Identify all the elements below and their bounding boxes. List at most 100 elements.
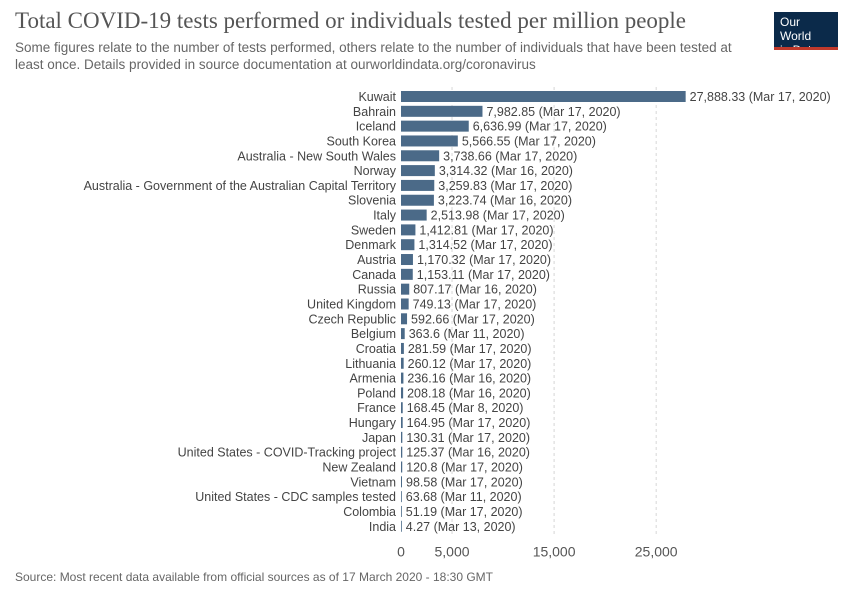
bar [401, 268, 413, 280]
category-label: Iceland [356, 120, 396, 134]
bar [401, 254, 413, 266]
bar [401, 446, 403, 458]
bar [401, 298, 409, 310]
bar [401, 179, 435, 191]
category-label: Colombia [343, 505, 396, 519]
bar [401, 105, 483, 117]
value-label: 5,566.55 (Mar 17, 2020) [462, 134, 596, 148]
category-label: United States - COVID-Tracking project [178, 446, 397, 460]
value-label: 1,412.81 (Mar 17, 2020) [419, 223, 553, 237]
bar-chart: 0 5,000 15,000 25,000 Kuwait 27,888.33 (Mar 1… [84, 87, 831, 560]
bar [401, 342, 404, 354]
bar [401, 224, 416, 236]
category-label: France [357, 401, 396, 415]
category-label: Poland [357, 386, 396, 400]
x-tick-label: 15,000 [533, 544, 576, 560]
x-tick-label: 0 [397, 544, 405, 560]
value-label: 6,636.99 (Mar 17, 2020) [473, 120, 607, 134]
category-label: Sweden [351, 223, 396, 237]
bar [401, 357, 404, 369]
bar [401, 402, 403, 414]
category-label: Belgium [351, 327, 396, 341]
source-note: Source: Most recent data available from … [15, 570, 494, 584]
category-label: Lithuania [345, 357, 396, 371]
value-label: 7,982.85 (Mar 17, 2020) [486, 105, 620, 119]
bar [401, 135, 458, 147]
value-label: 1,170.32 (Mar 17, 2020) [417, 253, 551, 267]
value-label: 208.18 (Mar 16, 2020) [407, 386, 531, 400]
x-tick-label: 25,000 [635, 544, 678, 560]
bar [401, 431, 403, 443]
value-label: 749.13 (Mar 17, 2020) [413, 297, 537, 311]
category-label: Slovenia [348, 194, 396, 208]
category-label: Croatia [356, 342, 396, 356]
bar [401, 505, 402, 517]
value-label: 164.95 (Mar 17, 2020) [407, 416, 531, 430]
value-label: 2,513.98 (Mar 17, 2020) [431, 209, 565, 223]
category-label: Canada [352, 268, 396, 282]
category-label: Italy [373, 209, 397, 223]
value-label: 130.31 (Mar 17, 2020) [406, 431, 530, 445]
value-label: 592.66 (Mar 17, 2020) [411, 312, 535, 326]
value-label: 281.59 (Mar 17, 2020) [408, 342, 532, 356]
category-label: United States - CDC samples tested [195, 490, 396, 504]
value-label: 98.58 (Mar 17, 2020) [406, 475, 523, 489]
value-label: 27,888.33 (Mar 17, 2020) [690, 90, 831, 104]
value-label: 363.6 (Mar 11, 2020) [409, 327, 525, 341]
category-label: India [369, 520, 396, 534]
category-label: Australia - Government of the Australian… [84, 179, 397, 193]
bar [401, 150, 440, 162]
bar [401, 283, 410, 295]
category-label: Armenia [349, 372, 396, 386]
category-label: Russia [358, 283, 396, 297]
chart-title: Total COVID-19 tests performed or indivi… [15, 8, 686, 33]
category-label: United Kingdom [307, 297, 396, 311]
value-label: 4.27 (Mar 13, 2020) [406, 520, 516, 534]
x-tick-label: 5,000 [435, 544, 470, 560]
category-label: Norway [354, 164, 397, 178]
bar [401, 417, 403, 429]
value-label: 236.16 (Mar 16, 2020) [407, 372, 531, 386]
bar [401, 461, 403, 473]
bar [401, 165, 435, 177]
bar [401, 239, 415, 251]
value-label: 3,223.74 (Mar 16, 2020) [438, 194, 572, 208]
category-label: Vietnam [350, 475, 396, 489]
owid-logo[interactable]: Our World in Data [774, 12, 838, 57]
bar [401, 120, 469, 132]
bar [401, 313, 408, 325]
category-label: Australia - New South Wales [237, 149, 396, 163]
value-label: 1,153.11 (Mar 17, 2020) [417, 268, 550, 282]
value-label: 168.45 (Mar 8, 2020) [407, 401, 524, 415]
bar [401, 520, 402, 532]
category-label: Austria [357, 253, 396, 267]
category-label: Bahrain [353, 105, 396, 119]
value-label: 3,259.83 (Mar 17, 2020) [438, 179, 572, 193]
value-label: 3,314.32 (Mar 16, 2020) [439, 164, 573, 178]
bar [401, 491, 402, 503]
value-label: 125.37 (Mar 16, 2020) [406, 446, 530, 460]
category-label: South Korea [327, 134, 397, 148]
value-label: 120.8 (Mar 17, 2020) [406, 461, 523, 475]
value-label: 1,314.52 (Mar 17, 2020) [418, 238, 552, 252]
category-label: Hungary [349, 416, 397, 430]
category-label: Czech Republic [308, 312, 396, 326]
bar [401, 372, 404, 384]
bar [401, 387, 404, 399]
chart-subtitle: Some figures relate to the number of tes… [15, 40, 732, 72]
category-label: Japan [362, 431, 396, 445]
logo-accent-bar [774, 47, 838, 50]
bar [401, 209, 427, 221]
bar [401, 328, 405, 340]
category-label: Denmark [345, 238, 396, 252]
bar [401, 91, 686, 102]
value-label: 51.19 (Mar 17, 2020) [406, 505, 523, 519]
value-label: 260.12 (Mar 17, 2020) [408, 357, 532, 371]
logo-line-1: Our World [780, 15, 812, 43]
bar [401, 476, 403, 488]
value-label: 807.17 (Mar 16, 2020) [413, 283, 537, 297]
bar [401, 194, 434, 206]
category-label: New Zealand [322, 461, 396, 475]
category-label: Kuwait [358, 90, 396, 104]
value-label: 63.68 (Mar 11, 2020) [406, 490, 522, 504]
